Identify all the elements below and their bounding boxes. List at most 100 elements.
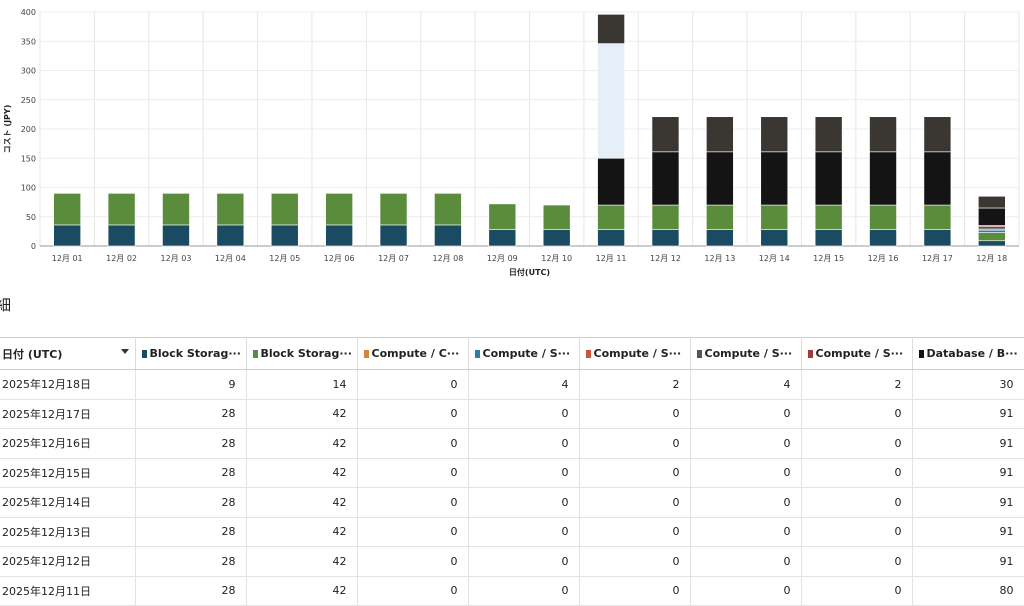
stacked-bar-chart: 0 50 100 150 200 250 300 350 400 12月 01 12月 02 12月 … [3, 8, 1020, 277]
column-header-date[interactable]: 日付 (UTC) [0, 337, 136, 370]
cost-cell: 28 [135, 576, 247, 606]
bar-segment [869, 116, 897, 153]
cost-cell: 0 [801, 576, 913, 606]
cost-cell: 42 [246, 458, 358, 488]
table-row: 2025年12月16日 28 42 0 0 0 0 0 91 [0, 428, 1024, 459]
column-header[interactable]: Compute / S··· [801, 337, 913, 370]
column-header-label: Compute / S··· [593, 347, 682, 360]
cost-cell: 91 [912, 487, 1024, 518]
y-tick-label: 400 [21, 8, 36, 17]
x-tick-label: 12月 18 [976, 254, 1007, 263]
cost-cell: 0 [690, 517, 802, 547]
x-tick-label: 12月 04 [215, 254, 246, 263]
bar-segment [760, 229, 789, 247]
column-header[interactable]: Compute / S··· [690, 337, 802, 370]
cost-cell: 28 [135, 399, 247, 429]
legend-swatch [696, 350, 702, 358]
x-tick-label: 12月 15 [813, 254, 844, 263]
bar-segment [706, 204, 734, 230]
cost-cell: 0 [690, 458, 802, 488]
legend-swatch [918, 350, 924, 358]
cost-cell: 91 [912, 399, 1024, 429]
x-tick-label: 12月 13 [704, 254, 735, 263]
cost-cell: 0 [579, 428, 691, 459]
table-row: 2025年12月17日 28 42 0 0 0 0 0 91 [0, 399, 1024, 429]
cost-cell: 42 [246, 546, 358, 577]
x-tick-label: 12月 11 [596, 254, 627, 263]
cost-cell: 0 [690, 487, 802, 518]
bar-segment [923, 116, 952, 153]
cost-cell: 91 [912, 546, 1024, 577]
cost-cell: 0 [690, 546, 802, 577]
bar-segment [434, 224, 462, 247]
bar-segment [978, 229, 1006, 233]
cost-cell: 42 [246, 517, 358, 547]
cost-cell: 42 [246, 487, 358, 518]
column-header-label: Block Storag··· [260, 347, 352, 360]
legend-swatch [585, 350, 591, 358]
cost-cell: 80 [912, 576, 1024, 606]
date-cell: 2025年12月17日 [0, 399, 136, 429]
cost-cell: 0 [357, 576, 469, 606]
bar-segment [869, 204, 897, 230]
cost-cell: 42 [246, 399, 358, 429]
cost-cell: 42 [246, 576, 358, 606]
cost-cell: 0 [357, 487, 469, 518]
bar-segment [706, 116, 734, 153]
legend-swatch [807, 350, 813, 358]
cost-cell: 0 [690, 576, 802, 606]
column-header[interactable]: Database / B··· [912, 337, 1024, 370]
cost-cell: 28 [135, 428, 247, 459]
cost-cell: 0 [468, 399, 580, 429]
column-header[interactable]: Block Storag··· [246, 337, 358, 370]
sort-desc-icon[interactable] [120, 349, 129, 354]
legend-swatch [363, 350, 369, 358]
cost-cell: 0 [357, 517, 469, 547]
y-tick-label: 350 [21, 37, 36, 46]
bar-segment [651, 151, 680, 206]
cost-cell: 91 [912, 428, 1024, 459]
cost-cell: 0 [801, 487, 913, 518]
table-row: 2025年12月13日 28 42 0 0 0 0 0 91 [0, 517, 1024, 547]
bar-segment [978, 232, 1006, 242]
table-row: 2025年12月15日 28 42 0 0 0 0 0 91 [0, 458, 1024, 488]
x-tick-label: 12月 01 [52, 254, 83, 263]
x-tick-label: 12月 16 [868, 254, 899, 263]
cost-cell: 0 [357, 399, 469, 429]
column-header[interactable]: Compute / S··· [579, 337, 691, 370]
bar-segment [978, 226, 1006, 230]
bar-segment [325, 193, 353, 226]
bar-segment [325, 224, 353, 247]
bar-segment [923, 151, 952, 206]
bar-segment [869, 229, 897, 247]
column-header-label: Compute / S··· [704, 347, 793, 360]
bar-segment [706, 151, 734, 206]
cost-cell: 4 [690, 369, 802, 400]
bar-segment [216, 224, 245, 247]
bar-segment [597, 229, 625, 247]
column-header-label: 日付 (UTC) [2, 347, 63, 361]
cost-cell: 30 [912, 369, 1024, 400]
bar-segment [651, 204, 680, 230]
date-cell: 2025年12月11日 [0, 576, 136, 606]
cost-cell: 0 [690, 428, 802, 459]
bar-segment [651, 116, 680, 153]
y-axis-title: コスト (JPY) [3, 105, 12, 154]
bar-segment [379, 193, 408, 226]
y-tick-label: 150 [21, 154, 36, 163]
bar-segment [760, 151, 789, 206]
bar-segment [488, 229, 517, 247]
column-header[interactable]: Compute / S··· [468, 337, 580, 370]
column-header[interactable]: Block Storag··· [135, 337, 247, 370]
column-header-label: Compute / S··· [815, 347, 904, 360]
y-tick-label: 50 [26, 213, 36, 222]
bar-segment [270, 193, 299, 226]
x-tick-label: 12月 09 [487, 254, 518, 263]
x-tick-label: 12月 10 [541, 254, 572, 263]
column-header[interactable]: Compute / C··· [357, 337, 469, 370]
table-row: 2025年12月18日 9 14 0 4 2 4 2 30 [0, 369, 1024, 400]
bar-segment [597, 204, 625, 230]
cost-cell: 91 [912, 517, 1024, 547]
y-tick-label: 100 [21, 184, 36, 193]
bar-segment [869, 151, 897, 206]
